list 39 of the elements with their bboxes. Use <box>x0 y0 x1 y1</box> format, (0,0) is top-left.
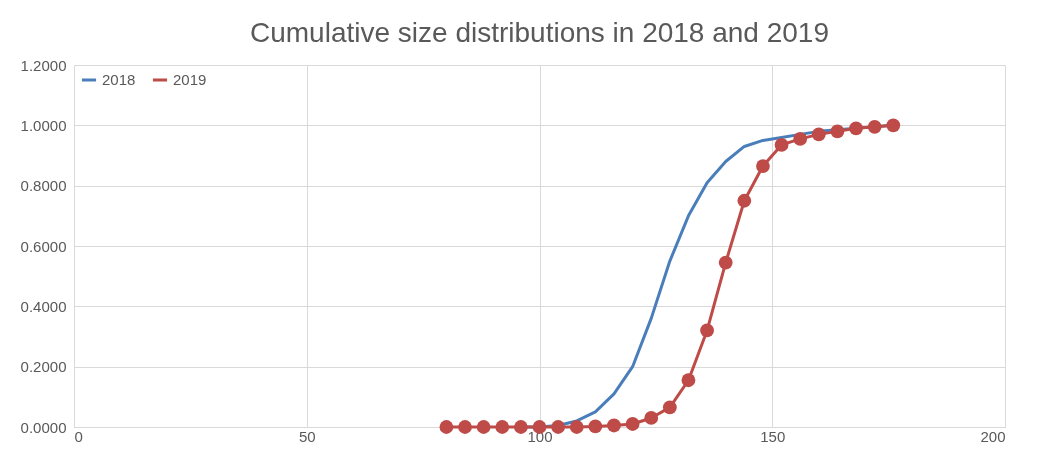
y-tick-label: 1.2000 <box>20 56 67 74</box>
point <box>867 119 882 134</box>
point <box>569 420 584 434</box>
legend-label: 2018 <box>102 71 136 88</box>
point <box>625 417 640 431</box>
legend-label: 2019 <box>173 71 207 88</box>
point <box>700 323 714 338</box>
point <box>607 418 621 433</box>
x-tick-label: 100 <box>527 427 553 445</box>
point <box>774 138 789 152</box>
point <box>588 419 603 434</box>
point <box>718 255 733 270</box>
y-tick-label: 0.6000 <box>20 237 67 255</box>
point <box>439 420 454 434</box>
x-tick-label: 0 <box>74 427 83 445</box>
point <box>551 420 566 434</box>
point <box>756 159 770 173</box>
point <box>811 127 826 142</box>
point <box>737 193 752 208</box>
point <box>476 420 491 434</box>
point <box>662 400 677 415</box>
x-tick-label: 150 <box>760 427 786 445</box>
point <box>458 420 472 434</box>
x-tick-label: 50 <box>298 427 316 445</box>
x-tick-label: 200 <box>980 427 1006 445</box>
point <box>681 373 696 388</box>
y-tick-label: 0.8000 <box>20 177 67 195</box>
point <box>513 420 528 434</box>
chart-title: Cumulative size distributions in 2018 and 2019 <box>249 17 830 48</box>
point <box>644 411 659 425</box>
y-tick-label: 0.2000 <box>20 358 67 376</box>
y-tick-label: 1.0000 <box>20 116 67 134</box>
y-tick-label: 0.0000 <box>20 418 67 436</box>
point <box>886 118 901 133</box>
point <box>849 121 863 136</box>
point <box>793 132 808 146</box>
point <box>495 420 510 434</box>
point <box>830 124 845 139</box>
y-tick-label: 0.4000 <box>20 297 67 315</box>
